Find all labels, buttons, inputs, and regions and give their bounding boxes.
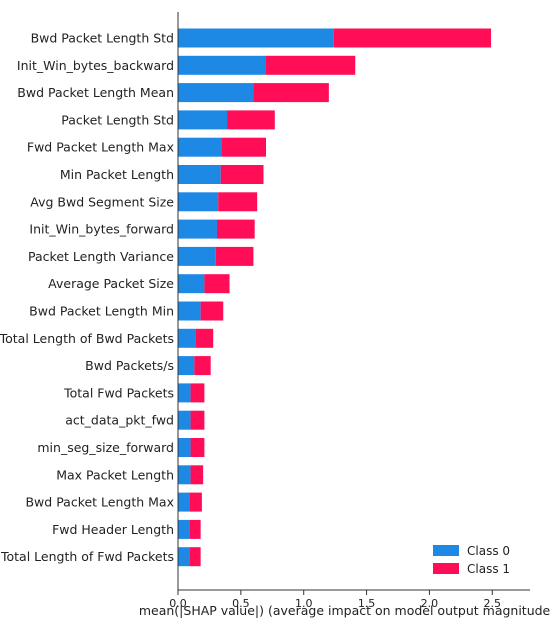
- bar-class-0: [178, 383, 191, 403]
- bar-class-1: [189, 547, 201, 567]
- bar-class-1: [222, 137, 266, 157]
- bar-class-1: [194, 356, 211, 376]
- bar-class-1: [333, 28, 492, 48]
- category-label: Init_Win_bytes_forward: [29, 222, 174, 237]
- category-label: Min Packet Length: [60, 167, 174, 182]
- x-tick-label: 0.5: [232, 597, 250, 610]
- bar-class-1: [266, 55, 356, 75]
- x-tick-label: 1.5: [358, 597, 376, 610]
- bar-class-0: [178, 246, 216, 266]
- bar-class-1: [220, 165, 264, 184]
- category-label: Bwd Packet Length Min: [29, 304, 174, 319]
- category-labels: Bwd Packet Length Std Init_Win_bytes_back…: [0, 31, 174, 565]
- legend-label-class-1: Class 1: [467, 562, 510, 576]
- bar-class-1: [253, 83, 329, 103]
- x-axis-label: mean(|SHAP value|) (average impact on mo…: [139, 603, 550, 618]
- bar-class-1: [215, 246, 254, 266]
- category-label: Fwd Header Length: [52, 522, 174, 537]
- bar-class-0: [178, 328, 196, 348]
- bar-class-1: [218, 192, 258, 212]
- bar-class-0: [178, 438, 191, 457]
- category-label: act_data_pkt_fwd: [65, 413, 174, 428]
- bar-class-0: [178, 547, 190, 567]
- bar-class-1: [189, 519, 201, 539]
- category-label: Total Fwd Packets: [63, 385, 174, 400]
- bars-layer: [178, 28, 492, 567]
- bar-class-1: [227, 110, 275, 130]
- bar-class-0: [178, 55, 266, 75]
- x-tick-label: 2.5: [484, 597, 502, 610]
- bar-class-0: [178, 83, 254, 103]
- category-label: Max Packet Length: [56, 467, 174, 482]
- bar-class-0: [178, 465, 191, 485]
- x-axis: 0.0 0.5 1.0 1.5 2.0 2.5: [169, 589, 530, 610]
- category-label: Bwd Packet Length Std: [31, 31, 174, 46]
- bar-class-0: [178, 165, 221, 184]
- bar-class-0: [178, 137, 222, 157]
- legend-swatch-class-1: [433, 563, 459, 574]
- category-label: min_seg_size_forward: [37, 440, 174, 455]
- bar-class-0: [178, 519, 190, 539]
- bar-class-1: [190, 465, 204, 485]
- category-label: Avg Bwd Segment Size: [30, 194, 174, 209]
- bar-class-1: [204, 274, 230, 294]
- bar-class-1: [190, 438, 205, 457]
- x-tick-label: 0.0: [169, 597, 187, 610]
- legend-label-class-0: Class 0: [467, 544, 510, 558]
- bar-class-1: [216, 219, 255, 239]
- bar-class-1: [200, 301, 224, 321]
- category-label: Fwd Packet Length Max: [27, 140, 174, 155]
- bar-class-0: [178, 301, 201, 321]
- bar-class-0: [178, 274, 205, 294]
- bar-class-0: [178, 410, 191, 430]
- category-label: Bwd Packet Length Mean: [17, 85, 174, 100]
- bar-class-0: [178, 492, 190, 512]
- category-label: Init_Win_bytes_backward: [17, 58, 174, 73]
- category-label: Packet Length Variance: [28, 249, 174, 264]
- category-label: Average Packet Size: [48, 276, 174, 291]
- category-label: Total Length of Bwd Packets: [0, 331, 174, 346]
- bar-class-0: [178, 192, 219, 212]
- bar-class-0: [178, 356, 195, 376]
- category-label: Total Length of Fwd Packets: [0, 549, 174, 564]
- bar-class-1: [189, 492, 202, 512]
- x-tick-label: 2.0: [421, 597, 439, 610]
- legend-swatch-class-0: [433, 545, 459, 556]
- bar-class-1: [190, 410, 205, 430]
- x-tick-label: 1.0: [295, 597, 313, 610]
- category-label: Bwd Packet Length Max: [25, 495, 174, 510]
- bar-class-1: [190, 383, 205, 403]
- category-label: Bwd Packets/s: [85, 358, 174, 373]
- legend: Class 0 Class 1: [433, 544, 510, 576]
- bar-class-0: [178, 110, 228, 130]
- bar-class-1: [195, 328, 214, 348]
- category-label: Packet Length Std: [61, 112, 174, 127]
- bar-class-0: [178, 219, 217, 239]
- bar-class-0: [178, 28, 334, 48]
